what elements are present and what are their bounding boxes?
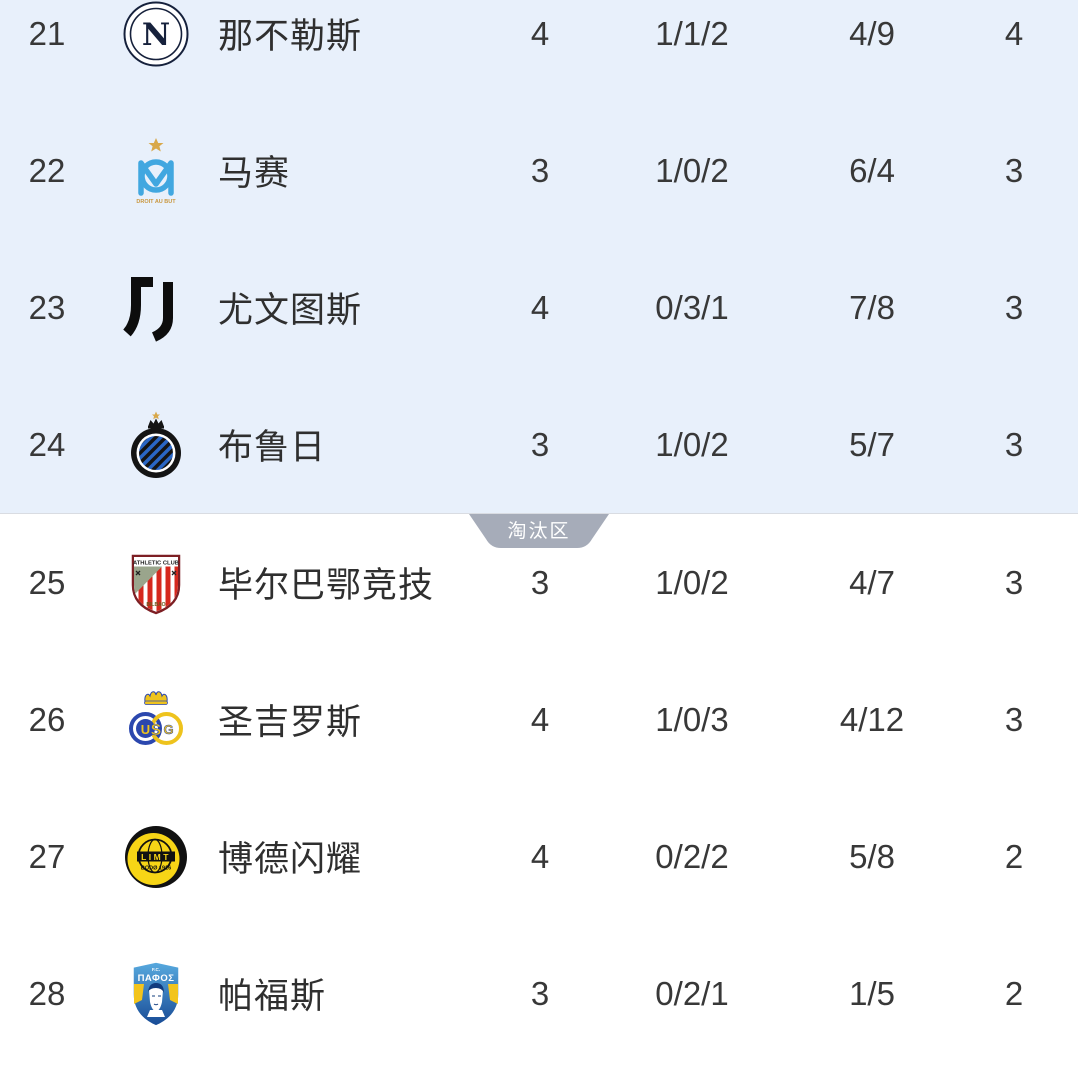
team-crest [94, 411, 218, 479]
marseille-crest-icon: DROIT AU BUT [136, 137, 176, 205]
svg-text:LIMT: LIMT [141, 851, 171, 861]
rank-cell: 21 [28, 14, 66, 52]
rank-cell: 27 [28, 837, 66, 875]
table-row[interactable]: 27 LIMT BODØ 1916 博德闪耀 4 0/2/2 5/8 2 [0, 788, 1078, 925]
win-draw-loss-cell: 0/2/2 [655, 837, 729, 875]
rank-cell: 26 [28, 700, 66, 738]
team-crest: F.C. ΠΑΦΟΣ [94, 960, 218, 1028]
rank-cell: 23 [28, 288, 66, 326]
team-crest: DROIT AU BUT [94, 137, 218, 205]
games-played-cell: 4 [530, 288, 550, 326]
goals-for-against-cell: 4/7 [849, 563, 895, 601]
team-crest: LIMT BODØ 1916 [94, 823, 218, 891]
svg-text:ATHLETIC CLUB: ATHLETIC CLUB [133, 560, 179, 566]
zone-divider: 淘汰区 [0, 513, 1078, 548]
goals-for-against-cell: 6/4 [849, 151, 895, 189]
club-brugge-crest-icon [131, 411, 181, 478]
games-played-cell: 4 [530, 700, 550, 738]
team-crest [94, 274, 218, 342]
win-draw-loss-cell: 0/2/1 [655, 974, 729, 1012]
points-cell: 3 [1004, 563, 1024, 601]
table-row[interactable]: 21 N 那不勒斯 4 1/1/2 4/9 4 [0, 0, 1078, 102]
goals-for-against-cell: 5/8 [849, 837, 895, 875]
team-name: 那不勒斯 [218, 17, 363, 56]
points-cell: 2 [1004, 837, 1024, 875]
rank-cell: 22 [28, 151, 66, 189]
badge-trapezoid-shape [469, 514, 609, 548]
svg-text:ΠΑΦΟΣ: ΠΑΦΟΣ [138, 973, 175, 984]
games-played-cell: 3 [530, 425, 550, 463]
points-cell: 2 [1004, 974, 1024, 1012]
table-row[interactable]: 22 DROIT AU BUT 马赛 3 1/0/2 6/4 3 [0, 102, 1078, 239]
table-row[interactable]: 28 F.C. ΠΑΦΟΣ 帕福斯 3 0/2/1 1/5 2 [0, 925, 1078, 1062]
team-name: 毕尔巴鄂竞技 [218, 566, 435, 605]
team-name: 尤文图斯 [218, 291, 363, 330]
rank-cell: 24 [28, 425, 66, 463]
elimination-zone-section: 25 ATHLETIC CLUB BILBAO 毕尔巴鄂竞技 3 1/0/2 4/… [0, 514, 1078, 1062]
playoff-zone-section: 21 N 那不勒斯 4 1/1/2 4/9 4 22 DROIT AU BUT … [0, 0, 1078, 513]
svg-text:G: G [163, 722, 173, 737]
win-draw-loss-cell: 1/0/2 [655, 563, 729, 601]
napoli-crest-icon: N [123, 1, 189, 66]
win-draw-loss-cell: 1/0/2 [655, 425, 729, 463]
svg-text:BODØ 1916: BODØ 1916 [141, 865, 171, 871]
goals-for-against-cell: 7/8 [849, 288, 895, 326]
team-name: 布鲁日 [218, 428, 327, 467]
team-name: 博德闪耀 [218, 840, 363, 879]
elimination-zone-badge: 淘汰区 [469, 514, 609, 548]
svg-text:BILBAO: BILBAO [146, 602, 165, 608]
svg-text:DROIT AU BUT: DROIT AU BUT [136, 199, 176, 205]
athletic-club-crest-icon: ATHLETIC CLUB BILBAO [131, 554, 181, 614]
goals-for-against-cell: 1/5 [849, 974, 895, 1012]
team-crest: ATHLETIC CLUB BILBAO [94, 549, 218, 617]
svg-text:N: N [142, 17, 170, 53]
games-played-cell: 4 [530, 14, 550, 52]
games-played-cell: 3 [530, 563, 550, 601]
table-row[interactable]: 25 ATHLETIC CLUB BILBAO 毕尔巴鄂竞技 3 1/0/2 4/… [0, 514, 1078, 651]
win-draw-loss-cell: 1/0/3 [655, 700, 729, 738]
goals-for-against-cell: 5/7 [849, 425, 895, 463]
points-cell: 4 [1004, 14, 1024, 52]
table-row[interactable]: 24 布鲁日 3 1/0/2 5/7 3 [0, 376, 1078, 513]
win-draw-loss-cell: 1/0/2 [655, 151, 729, 189]
points-cell: 3 [1004, 425, 1024, 463]
games-played-cell: 3 [530, 151, 550, 189]
team-crest: N [94, 0, 218, 68]
svg-text:U: U [141, 722, 150, 737]
svg-text:S: S [151, 722, 162, 739]
team-name: 帕福斯 [218, 977, 327, 1016]
pafos-crest-icon: F.C.ΠΑΦΟΣ [132, 960, 180, 1027]
points-cell: 3 [1004, 151, 1024, 189]
juventus-crest-icon [123, 276, 173, 342]
win-draw-loss-cell: 1/1/2 [655, 14, 729, 52]
points-cell: 3 [1004, 700, 1024, 738]
goals-for-against-cell: 4/9 [849, 14, 895, 52]
team-name: 马赛 [218, 154, 291, 193]
win-draw-loss-cell: 0/3/1 [655, 288, 729, 326]
rank-cell: 28 [28, 974, 66, 1012]
rank-cell: 25 [28, 563, 66, 601]
elimination-zone-label: 淘汰区 [507, 520, 571, 542]
table-row[interactable]: 23 尤文图斯 4 0/3/1 7/8 3 [0, 239, 1078, 376]
games-played-cell: 4 [530, 837, 550, 875]
team-name: 圣吉罗斯 [218, 703, 363, 742]
svg-text:F.C.: F.C. [152, 967, 160, 972]
games-played-cell: 3 [530, 974, 550, 1012]
bodo-glimt-crest-icon: LIMT BODØ 1916 [125, 825, 187, 888]
points-cell: 3 [1004, 288, 1024, 326]
goals-for-against-cell: 4/12 [839, 700, 905, 738]
